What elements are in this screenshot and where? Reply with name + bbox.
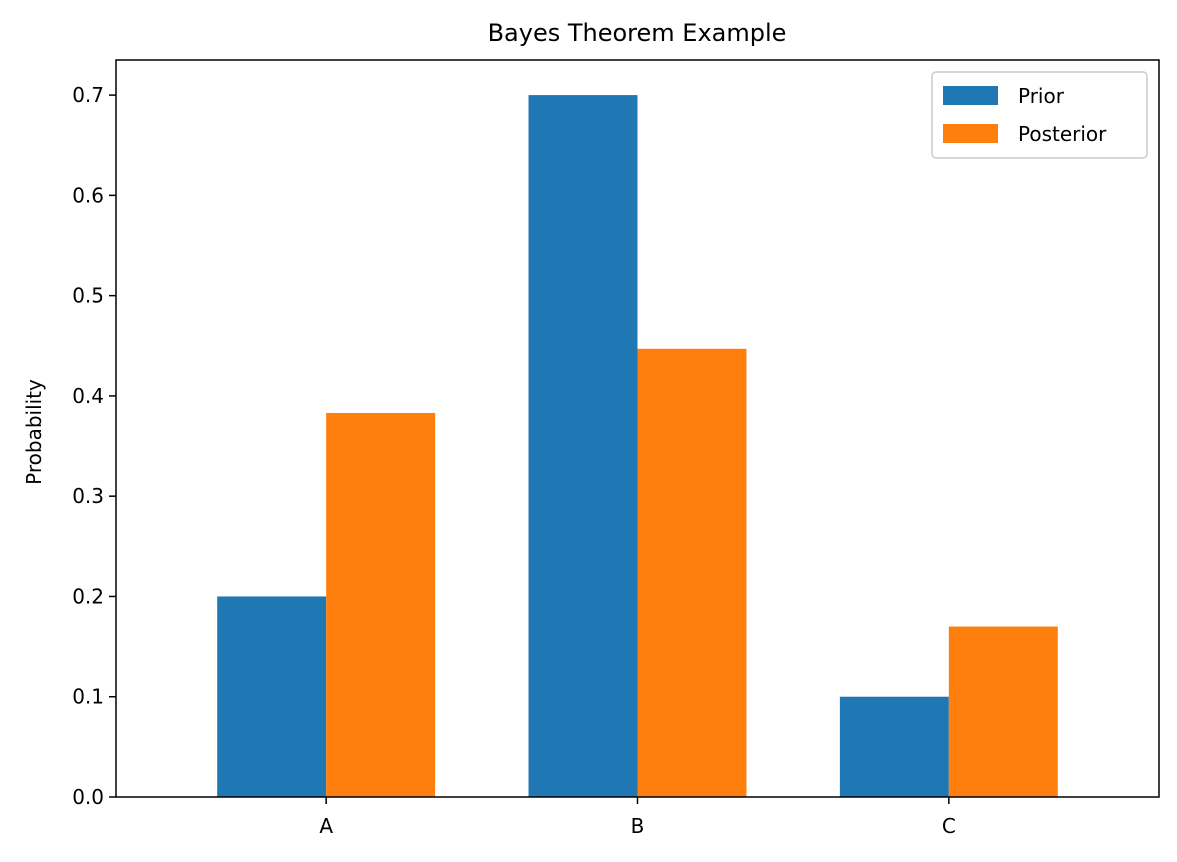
- bar-posterior-c: [948, 626, 1058, 797]
- y-tick-label: 0.1: [72, 685, 104, 709]
- bar-posterior-b: [637, 348, 747, 797]
- y-tick-label: 0.0: [72, 785, 104, 809]
- bar-prior-b: [528, 95, 638, 798]
- plot-area-frame: [115, 59, 1160, 798]
- y-tick-label: 0.3: [72, 484, 104, 508]
- legend-swatch-prior: [943, 86, 998, 105]
- bars-group: [217, 95, 1058, 798]
- x-tick-label-c: C: [942, 814, 956, 838]
- y-axis-label: Probability: [22, 379, 46, 485]
- legend-swatch-posterior: [943, 124, 998, 143]
- bar-posterior-a: [326, 412, 436, 797]
- y-tick-label: 0.5: [72, 284, 104, 308]
- y-tick-label: 0.2: [72, 584, 104, 608]
- y-tick-label: 0.6: [72, 183, 104, 207]
- chart-title: Bayes Theorem Example: [488, 19, 787, 47]
- bar-prior-a: [217, 596, 327, 797]
- y-tick-label: 0.7: [72, 83, 104, 107]
- legend: Prior Posterior: [931, 71, 1148, 159]
- y-axis-ticks: 0.0 0.1 0.2 0.3 0.4 0.5 0.6 0.7: [72, 83, 116, 809]
- x-tick-label-a: A: [319, 814, 333, 838]
- x-axis-ticks: A B C: [319, 797, 956, 838]
- y-tick-label: 0.4: [72, 384, 104, 408]
- legend-label-prior: Prior: [1018, 84, 1065, 108]
- bar-prior-c: [839, 696, 949, 797]
- legend-label-posterior: Posterior: [1018, 122, 1107, 146]
- x-tick-label-b: B: [631, 814, 645, 838]
